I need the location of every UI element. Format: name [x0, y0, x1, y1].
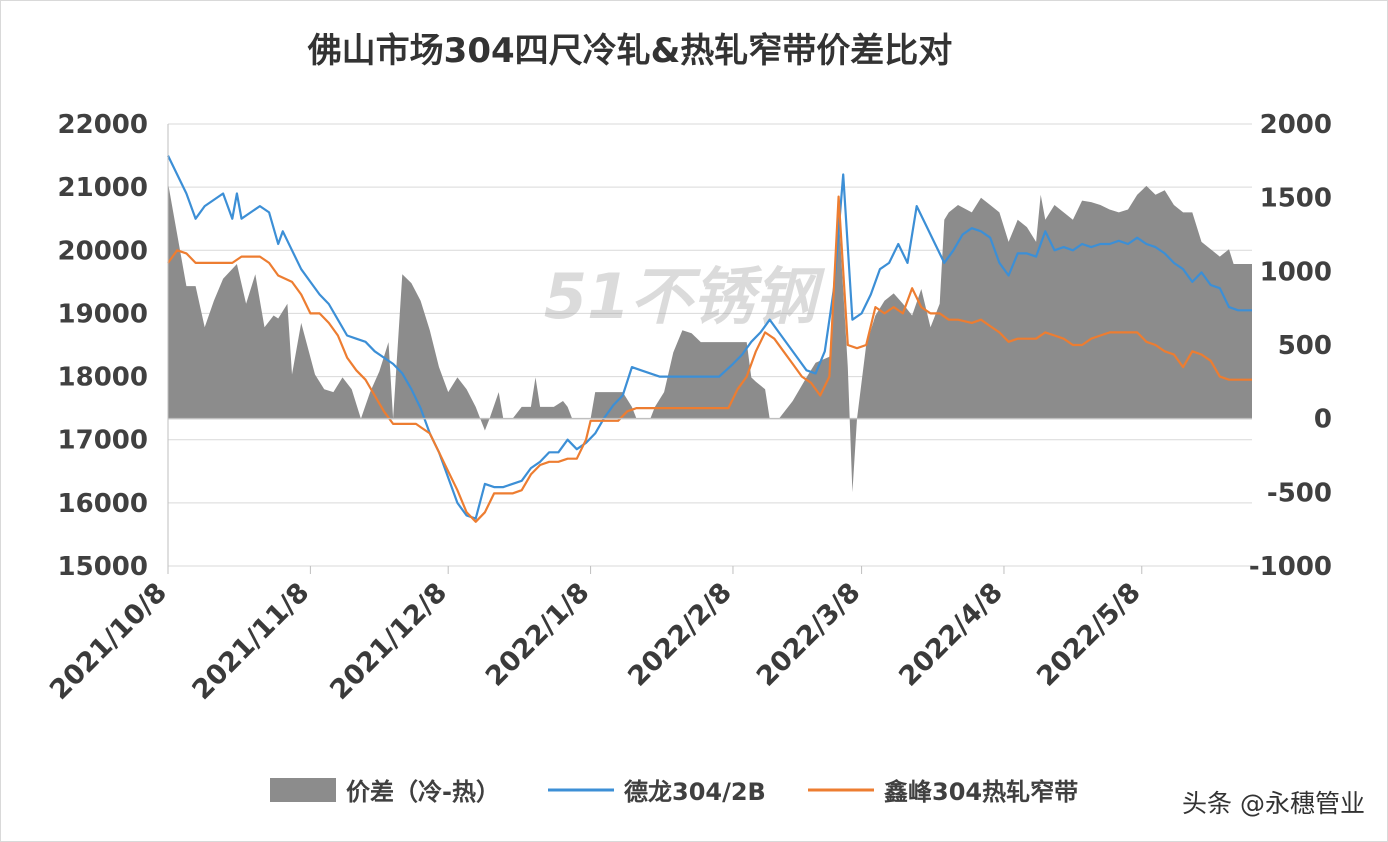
x-tick-label: 2022/4/8: [893, 577, 1009, 693]
x-tick-label: 2022/5/8: [1031, 577, 1147, 693]
left-y-tick-label: 18000: [58, 363, 148, 393]
x-tick-label: 2021/11/8: [186, 577, 315, 706]
legend-label-xinfeng: 鑫峰304热轧窄带: [884, 778, 1078, 806]
watermark-credit: 头条 @永穗管业: [1182, 789, 1365, 818]
x-tick-label: 2021/10/8: [44, 577, 173, 706]
x-tick-label: 2022/3/8: [751, 577, 867, 693]
right-y-tick-label: -1000: [1249, 552, 1332, 582]
legend-label-spread: 价差（冷-热）: [346, 778, 500, 806]
left-y-tick-label: 16000: [58, 489, 148, 519]
x-tick-label: 2022/2/8: [622, 577, 738, 693]
x-axis-ticks: 2021/10/8 2021/11/8 2021/12/8 2022/1/8 2022/…: [44, 566, 1147, 706]
watermark-logo: 51不锈钢: [544, 260, 825, 333]
legend: 价差（冷-热） 德龙304/2B 鑫峰304热轧窄带: [270, 778, 1078, 806]
right-y-tick-label: 0: [1314, 405, 1332, 435]
delong-line: [167, 155, 1252, 520]
right-y-tick-label: 1500: [1260, 184, 1332, 214]
price-line-series: [167, 155, 1252, 523]
xinfeng-line: [167, 195, 1252, 523]
left-y-tick-label: 19000: [58, 299, 148, 329]
left-y-tick-label: 20000: [58, 236, 148, 266]
right-y-tick-label: 500: [1278, 331, 1332, 361]
legend-swatch-spread: [270, 778, 336, 802]
left-y-tick-label: 22000: [58, 110, 148, 140]
left-y-tick-label: 17000: [58, 426, 148, 456]
right-y-tick-label: 2000: [1260, 110, 1332, 140]
right-y-tick-label: -500: [1267, 478, 1332, 508]
spread-area-series: [168, 182, 1252, 493]
chart-title: 佛山市场304四尺冷轧&热轧窄带价差比对: [307, 31, 953, 71]
legend-label-delong: 德龙304/2B: [624, 778, 766, 806]
axes: [167, 124, 1252, 566]
right-y-axis-ticks: -1000 -500 0 500 1000 1500 2000: [1249, 110, 1332, 582]
x-tick-label: 2022/1/8: [480, 577, 596, 693]
left-y-tick-label: 15000: [58, 552, 148, 582]
right-y-tick-label: 1000: [1260, 257, 1332, 287]
x-tick-label: 2021/12/8: [324, 577, 453, 706]
watermark-logo-text: 51不锈钢: [544, 260, 825, 333]
left-y-axis-ticks: 15000 16000 17000 18000 19000 20000 21000 22000: [58, 110, 148, 582]
left-y-tick-label: 21000: [58, 173, 148, 203]
spread-area: [168, 182, 1252, 493]
